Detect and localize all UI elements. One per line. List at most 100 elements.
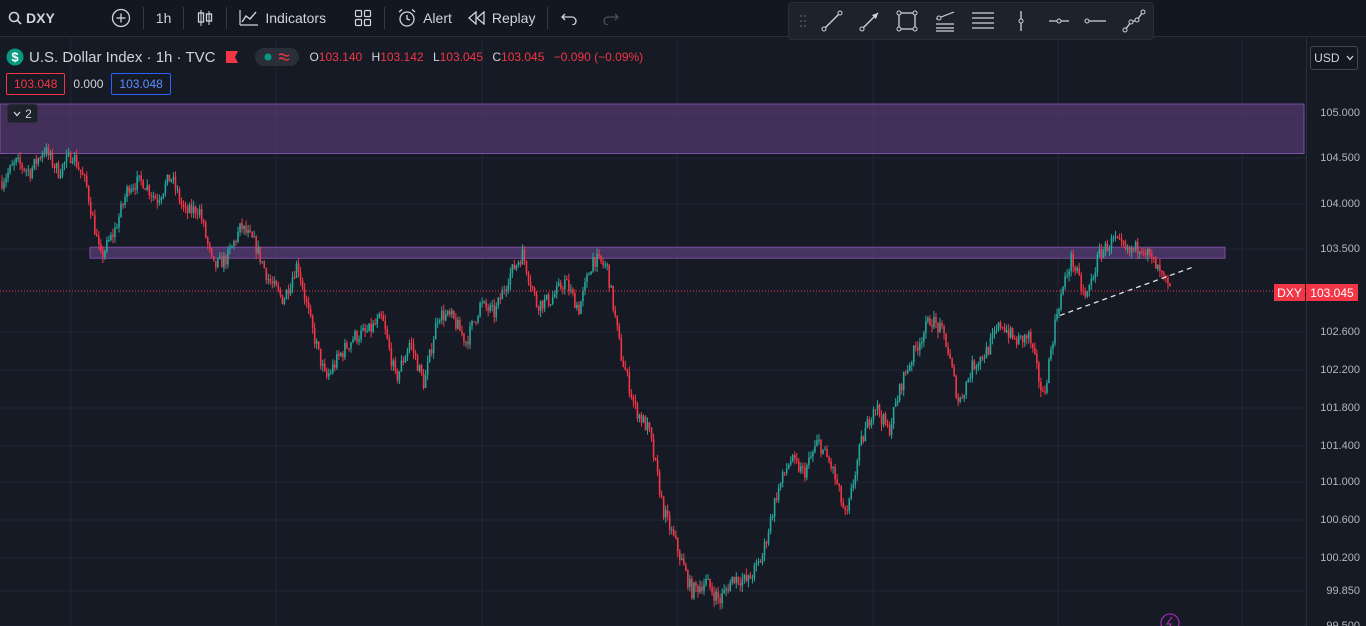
candle-body [325, 370, 328, 377]
currency-label: USD [1314, 51, 1340, 65]
horizontal-ray-tool[interactable] [1040, 4, 1078, 38]
series-title[interactable]: U.S. Dollar Index · 1h · TVC [29, 48, 216, 66]
plus-circle-icon [111, 8, 131, 28]
candle-body [1136, 241, 1139, 254]
replay-button[interactable]: Replay [460, 0, 544, 37]
flag-icon[interactable] [225, 50, 239, 64]
symbol-search[interactable]: DXY [0, 0, 63, 37]
price-chart[interactable] [0, 38, 1306, 626]
trend-line-tool[interactable] [813, 4, 851, 38]
candle-body [602, 261, 604, 266]
candle-body [213, 256, 215, 261]
candle-body [261, 261, 264, 263]
candle-body [89, 201, 92, 215]
candle-body [588, 274, 590, 276]
redo-button[interactable] [594, 0, 628, 37]
candle-body [1, 181, 3, 189]
candle-body [344, 343, 346, 358]
compare-button[interactable] [103, 0, 139, 37]
candle-body [1167, 277, 1169, 284]
candle-body [394, 360, 397, 370]
price-tick-label: 100.600 [1320, 514, 1360, 526]
candle-body [743, 575, 746, 580]
candle-body [896, 400, 899, 403]
price-tick-label: 99.850 [1326, 585, 1360, 597]
candle-body [1114, 236, 1117, 238]
candle-body [188, 204, 191, 214]
candle-body [529, 281, 532, 287]
sell-price-box[interactable]: 103.048 [6, 73, 66, 95]
candle-body [327, 373, 330, 377]
candle-body [632, 397, 635, 401]
candle-body [225, 255, 227, 265]
path-tool[interactable] [1115, 4, 1153, 38]
candle-body [578, 304, 580, 314]
market-status-badge[interactable] [255, 48, 300, 66]
alert-button[interactable]: Alert [389, 0, 460, 37]
candle-body [3, 182, 5, 189]
candle-body [136, 176, 138, 190]
candle-body [455, 318, 457, 329]
currency-select[interactable]: USD [1310, 46, 1358, 70]
candle-body [408, 343, 411, 351]
candle-body [75, 155, 78, 168]
layouts-button[interactable] [346, 0, 380, 37]
candle-body [124, 197, 126, 205]
candle-body [1157, 264, 1159, 269]
indicators-button[interactable]: Indicators [231, 0, 334, 37]
candle-body [1084, 291, 1087, 297]
candle-body [420, 365, 423, 374]
candle-body [267, 278, 270, 280]
candle-body [1118, 238, 1121, 240]
price-axis[interactable]: 105.000 104.500 104.000 103.500 102.600 102.2… [1306, 38, 1366, 626]
candle-body [1146, 248, 1149, 256]
candle-body [1153, 257, 1155, 259]
undo-button[interactable] [552, 0, 586, 37]
candle-body [1021, 335, 1024, 343]
horizontal-line-tool[interactable] [1077, 4, 1115, 38]
parallel-channel-tool[interactable] [926, 4, 964, 38]
candle-body [1124, 244, 1127, 250]
candle-body [358, 339, 360, 342]
fib-levels-tool[interactable] [964, 4, 1002, 38]
candle-body [908, 364, 911, 371]
buy-price-box[interactable]: 103.048 [111, 73, 171, 95]
candle-body [638, 414, 641, 419]
candle-body [1080, 274, 1083, 290]
candle-body [789, 461, 792, 465]
candle-body [1110, 237, 1113, 249]
interval-button[interactable]: 1h [148, 0, 180, 37]
candle-body [1040, 381, 1042, 391]
candle-body [251, 232, 253, 238]
candle-body [43, 153, 46, 155]
candle-body [489, 305, 491, 311]
candle-body [340, 353, 342, 356]
rectangle-tool[interactable] [888, 4, 926, 38]
replay-label: Replay [491, 10, 536, 26]
candle-body [221, 256, 223, 268]
candle-body [227, 249, 229, 265]
candle-body [586, 275, 588, 282]
candle-body [872, 409, 875, 421]
candle-body [791, 455, 794, 462]
candle-body [245, 225, 247, 233]
candle-body [965, 382, 968, 395]
candle-body [705, 578, 707, 585]
arrow-line-tool[interactable] [851, 4, 889, 38]
candle-body [741, 579, 744, 586]
vertical-line-tool[interactable] [1002, 4, 1040, 38]
drag-handle-icon[interactable] [793, 4, 813, 38]
indicators-collapse-button[interactable]: 2 [7, 104, 38, 123]
chart-type-button[interactable] [188, 0, 222, 37]
candle-body [134, 188, 136, 190]
candle-body [434, 322, 437, 340]
candle-body [961, 397, 964, 399]
candle-body [182, 204, 185, 208]
candle-body [1130, 248, 1133, 253]
candle-body [223, 255, 225, 268]
candle-body [687, 570, 689, 588]
candle-body [767, 532, 770, 544]
candle-body [981, 356, 984, 359]
candle-body [555, 285, 558, 295]
candle-body [200, 209, 203, 221]
